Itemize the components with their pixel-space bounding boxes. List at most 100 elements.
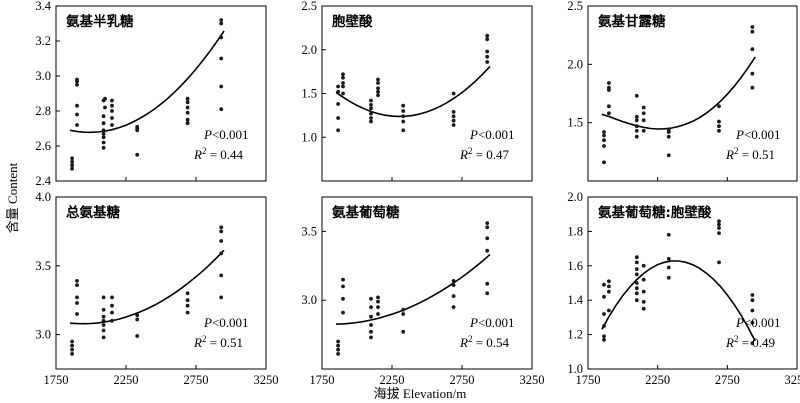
panel-title: 氨基葡萄糖 — [332, 204, 400, 221]
data-point — [451, 110, 456, 114]
data-point — [369, 98, 373, 103]
data-point — [376, 93, 380, 98]
data-point — [717, 119, 721, 124]
data-point — [750, 47, 755, 52]
data-point — [135, 334, 140, 338]
chart-panel-6: 1.0 1.2 1.4 1.6 1.8 2.0 1750 2250 2750 3250 氨基葡萄糖:… — [567, 190, 800, 387]
data-point — [717, 226, 721, 230]
data-point — [369, 111, 373, 116]
data-point — [75, 82, 79, 87]
data-point — [376, 299, 380, 304]
data-point — [634, 260, 639, 265]
data-point — [70, 347, 74, 352]
data-point — [401, 128, 406, 133]
plot-frame — [587, 196, 798, 370]
data-point — [75, 301, 79, 305]
data-point — [101, 314, 106, 319]
data-point — [369, 305, 373, 309]
chart-panel-5: 3.0 3.5 1750 2250 2750 3250 氨基葡萄糖 P<0.001 R2 = 0… — [301, 196, 545, 387]
data-point — [135, 124, 140, 129]
chart-panel-3: 1.5 2.0 2.5 氨基甘露糖 P<0.001 R2 = 0.51 — [567, 0, 798, 182]
data-point — [336, 128, 340, 133]
data-point — [110, 123, 114, 127]
data-point — [634, 124, 639, 129]
data-point — [485, 37, 490, 42]
data-point — [135, 317, 140, 322]
data-point — [607, 81, 611, 85]
data-point — [634, 118, 639, 123]
data-point — [666, 257, 671, 261]
data-point — [666, 275, 671, 280]
p-value-label: P<0.001 — [469, 127, 515, 142]
data-point — [219, 56, 224, 61]
data-point — [101, 135, 106, 140]
data-point — [666, 127, 671, 132]
data-point — [101, 335, 106, 340]
data-point — [185, 110, 190, 115]
data-point — [602, 133, 606, 138]
data-point — [401, 307, 406, 312]
data-point — [75, 103, 79, 108]
data-point — [341, 91, 345, 96]
data-point — [101, 140, 106, 145]
data-point — [341, 284, 345, 289]
data-point — [634, 298, 639, 303]
data-point — [607, 289, 611, 294]
data-point — [451, 294, 456, 298]
data-point — [341, 310, 345, 315]
data-point — [451, 283, 456, 287]
data-point — [75, 283, 79, 287]
y-tick-label: 3.4 — [35, 0, 51, 13]
data-point — [101, 145, 106, 150]
fit-curve — [335, 253, 491, 325]
data-point — [185, 298, 190, 303]
data-point — [376, 86, 380, 91]
y-tick-label: 2.0 — [567, 57, 583, 71]
data-point — [666, 153, 671, 158]
data-point — [70, 156, 74, 161]
data-point — [185, 117, 190, 122]
data-point — [376, 305, 380, 309]
data-point — [485, 33, 490, 38]
data-point — [451, 305, 456, 309]
data-point — [219, 225, 224, 230]
y-axis-label: 含量 Content — [5, 162, 20, 233]
y-tick-label: 4.0 — [35, 190, 51, 204]
data-point — [70, 159, 74, 164]
data-point — [634, 255, 639, 260]
data-point — [376, 89, 380, 94]
data-point — [101, 318, 106, 323]
r-squared-label: R2 = 0.51 — [193, 334, 243, 350]
data-point — [717, 222, 721, 227]
data-point — [110, 295, 114, 300]
data-point — [401, 109, 406, 113]
data-point — [607, 111, 611, 116]
x-tick-label: 3250 — [520, 373, 545, 387]
r-squared-label: R2 = 0.54 — [459, 334, 510, 350]
data-point — [717, 260, 721, 265]
data-point — [336, 343, 340, 348]
data-point — [110, 303, 114, 308]
data-point — [341, 81, 345, 85]
data-point — [641, 277, 646, 282]
data-point — [75, 77, 79, 82]
y-tick-label: 2.0 — [567, 190, 583, 204]
y-tick-label: 1.8 — [567, 224, 583, 238]
data-point — [369, 106, 373, 111]
data-point — [101, 328, 106, 333]
data-point — [336, 352, 340, 356]
data-point — [634, 291, 639, 296]
data-point — [666, 265, 671, 270]
p-value-label: P<0.001 — [203, 127, 249, 142]
data-point — [369, 323, 373, 327]
data-point — [336, 116, 340, 120]
chart-panel-1: 2.4 2.6 2.8 3.0 3.2 3.4 氨基半乳糖 P<0.001 R2 = 0.44 — [35, 0, 267, 188]
y-tick-label: 3.2 — [35, 34, 51, 48]
data-point — [219, 239, 224, 243]
data-point — [336, 84, 340, 89]
data-point — [369, 314, 373, 319]
panel-title: 氨基甘露糖 — [598, 13, 666, 30]
p-value-label: P<0.001 — [469, 315, 515, 330]
data-point — [451, 91, 456, 96]
y-tick-label: 1.2 — [567, 328, 583, 342]
